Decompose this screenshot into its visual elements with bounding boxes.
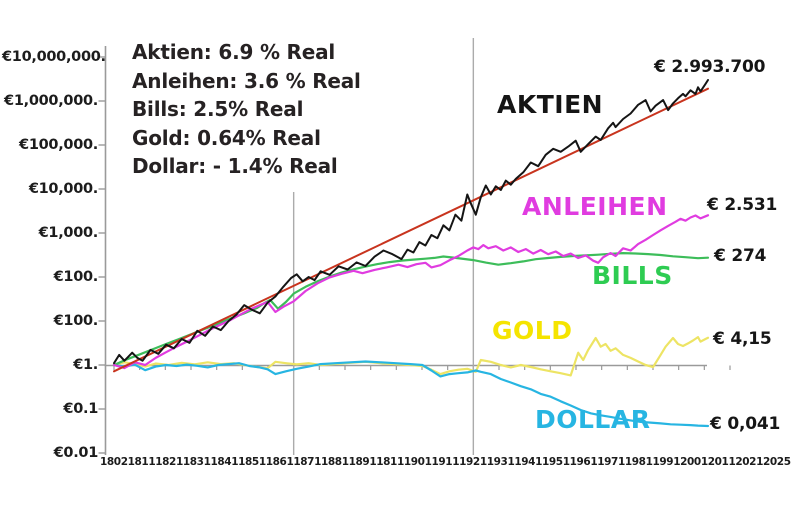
stat-gold: Gold: 0.64% Real [132,125,321,150]
x-axis-label: 1911 [431,456,460,468]
series-label-bills: BILLS [592,261,673,290]
series-line-trend [113,87,709,373]
x-axis-label: 1881 [321,456,349,468]
x-axis-label: 2021 [735,456,763,468]
y-axis-label: €0.1 [63,401,98,417]
series-label-anleihen: ANLEIHEN [522,192,668,221]
y-axis-label: €100,000. [19,137,98,153]
series-label-aktien: AKTIEN [497,90,604,119]
series-line-gold [112,336,710,377]
x-axis-label: 2025 [763,456,791,468]
x-axis-label: 1921 [459,456,487,468]
stat-dollar: Dollar: - 1.4% Real [132,154,338,178]
x-axis-label: 1841 [210,456,239,468]
x-axis-label: 1802 [100,456,128,468]
stat-bills: Bills: 2.5% Real [132,97,304,121]
x-axis-label: 1861 [265,456,294,468]
y-axis-label: €10,000. [28,181,98,197]
end-value-bills: € 274 [714,246,767,266]
x-axis-labels: 1802 1811 1821 1831 1841 1851 1861 1871 1881 1891… [100,456,791,468]
x-axis-label: 1821 [155,456,183,468]
y-axis-label: €100. [53,313,99,329]
series-line-aktien [113,79,709,365]
x-axis-label: 2001 [680,456,708,468]
end-value-aktien: € 2.993.700 [654,57,766,77]
x-axis-label: 1951 [542,456,570,468]
x-axis-label: 1941 [514,456,542,468]
x-axis-label: 1871 [293,456,321,468]
series-label-dollar: DOLLAR [535,405,651,434]
y-axis-label: €1,000,000. [4,93,98,109]
y-axis-label: €1,000. [38,225,99,241]
x-axis-label: 1901 [403,456,432,468]
stat-aktien: Aktien: 6.9 % Real [132,40,336,64]
x-axis-label: 1981 [624,456,653,468]
x-axis-label: 1811 [127,456,156,468]
returns-legend: Aktien: 6.9 % Real Anleihen: 3.6 % Real … [132,38,361,181]
x-axis-label: 1931 [486,456,515,468]
y-axis-label: €100. [53,269,99,285]
x-axis-label: 1851 [238,456,266,468]
series-line-bills [112,252,710,367]
x-axis-label: 1961 [569,456,598,468]
x-axis-label: 1891 [348,456,377,468]
stat-anleihen: Anleihen: 3.6 % Real [132,68,361,93]
x-axis-label: 1831 [182,456,211,468]
y-axis-label: €10,000,000. [2,49,106,65]
y-axis-label: €0.01 [53,445,99,461]
x-axis-label: 1811 [376,456,404,468]
end-value-dollar: € 0,041 [710,414,781,434]
series-line-dollar [112,360,710,428]
series-label-gold: GOLD [492,316,573,345]
x-axis-label: 1991 [652,456,681,468]
end-value-gold: € 4,15 [713,329,772,349]
series-line-anleihen [112,214,710,370]
x-axis-label: 1971 [597,456,625,468]
x-axis-label: 2011 [707,456,736,468]
end-value-anleihen: € 2.531 [707,195,778,215]
y-axis-label: €1. [73,357,98,373]
